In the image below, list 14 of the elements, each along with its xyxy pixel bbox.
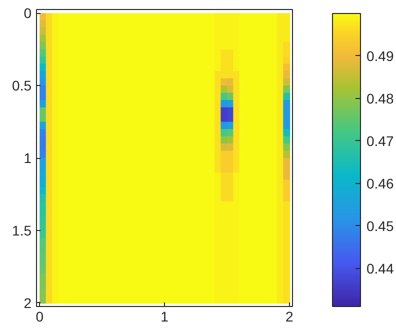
x-tick-label: 1	[160, 308, 169, 324]
color-bar-label: 0.49	[366, 48, 394, 64]
color-bar-label: 0.48	[366, 90, 394, 106]
y-tick-label: 1	[24, 150, 32, 166]
color-bar-label: 0.44	[366, 260, 394, 276]
x-tick-label: 2	[285, 308, 294, 324]
y-tick-label: 0.5	[12, 78, 32, 94]
color-bar-label: 0.46	[366, 175, 394, 192]
y-tick-label: 2	[24, 294, 32, 311]
y-tick-label: 0	[24, 5, 32, 22]
x-tick-label: 0	[36, 308, 44, 324]
color-bar-label: 0.45	[366, 218, 394, 234]
color-bar-label: 0.47	[366, 132, 394, 149]
y-tick-label: 1.5	[12, 222, 32, 238]
